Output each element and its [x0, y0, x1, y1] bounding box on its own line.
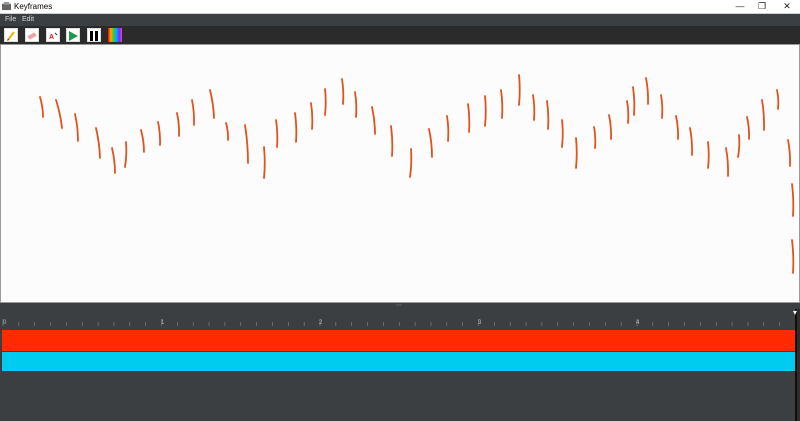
drawn-stroke — [341, 78, 345, 105]
drawn-stroke — [390, 125, 394, 157]
drawn-stroke — [409, 148, 413, 178]
eraser-icon — [27, 32, 37, 40]
ruler-label-4: 4 — [636, 320, 640, 326]
drawn-stroke — [761, 99, 765, 131]
eraser-tool-button[interactable] — [25, 28, 39, 42]
drawn-stroke — [275, 119, 279, 148]
drawn-stroke — [500, 89, 504, 119]
timeline-panel[interactable]: 0 1 2 3 4 ▾ — [0, 309, 800, 421]
toolbar: A — [0, 26, 800, 44]
drawn-stroke — [55, 99, 63, 129]
drawn-stroke — [446, 115, 450, 142]
splitter-grip-icon: ⋯ — [396, 303, 402, 309]
drawn-stroke — [324, 88, 327, 116]
window-title: Keyframes — [14, 2, 53, 11]
drawn-stroke — [645, 77, 649, 105]
drawn-stroke — [608, 114, 612, 140]
ruler-label-1: 1 — [161, 320, 165, 326]
timeline-scrollbar[interactable] — [797, 309, 800, 421]
pencil-tool-button[interactable] — [4, 28, 18, 42]
close-button[interactable]: ✕ — [783, 1, 791, 11]
app-icon — [2, 2, 11, 11]
drawn-stroke — [294, 112, 298, 143]
menu-file[interactable]: File — [5, 16, 17, 23]
drawn-stroke — [111, 147, 116, 174]
svg-text:A: A — [49, 34, 54, 41]
drawn-stroke — [787, 139, 791, 167]
ruler-label-2: 2 — [319, 320, 323, 326]
drawn-stroke — [428, 128, 433, 158]
color-palette-button[interactable] — [108, 28, 122, 42]
drawn-stroke — [225, 122, 229, 141]
drawn-stroke — [371, 106, 376, 135]
drawn-stroke — [140, 129, 145, 153]
drawn-stroke — [74, 113, 79, 142]
maximize-button[interactable]: ❐ — [757, 1, 767, 11]
drawn-stroke — [725, 147, 729, 177]
menu-edit[interactable]: Edit — [22, 16, 35, 23]
minimize-button[interactable]: — — [735, 1, 745, 11]
drawn-stroke — [737, 134, 741, 158]
timeline-track-cyan[interactable] — [2, 352, 795, 371]
drawn-stroke — [244, 124, 249, 164]
play-icon — [69, 31, 78, 41]
drawn-stroke — [532, 94, 536, 121]
drawn-stroke — [176, 112, 180, 137]
drawn-stroke — [675, 115, 679, 140]
title-bar: Keyframes — ❐ ✕ — [0, 0, 800, 14]
drawn-stroke — [707, 141, 710, 169]
drawn-stroke — [39, 96, 44, 118]
drawn-stroke — [791, 239, 795, 274]
drawn-stroke — [660, 94, 664, 119]
menu-bar: File Edit — [0, 14, 800, 26]
drawn-stroke — [209, 89, 215, 119]
drawn-stroke — [467, 103, 471, 133]
timeline-ruler[interactable]: 0 1 2 3 4 — [0, 311, 797, 329]
ruler-label-3: 3 — [478, 320, 482, 326]
color-palette-icon — [108, 28, 122, 42]
onion-skin-icon: A — [49, 32, 58, 41]
drawn-stroke — [124, 141, 128, 168]
drawn-stroke — [263, 146, 266, 179]
onion-skin-button[interactable]: A — [46, 28, 60, 42]
play-button[interactable] — [66, 28, 80, 42]
pause-icon — [90, 31, 98, 41]
drawn-stroke — [484, 95, 487, 127]
drawn-stroke — [546, 100, 550, 130]
drawn-stroke — [354, 91, 358, 118]
drawn-stroke — [746, 116, 750, 140]
drawn-stroke — [518, 74, 521, 106]
pause-button[interactable] — [87, 28, 101, 42]
drawn-stroke — [561, 119, 564, 148]
drawn-stroke — [632, 86, 636, 116]
drawn-stroke — [593, 126, 597, 149]
canvas-strokes — [39, 74, 795, 274]
ruler-label-0: 0 — [3, 320, 7, 326]
drawn-stroke — [689, 127, 693, 156]
drawn-stroke — [776, 89, 780, 110]
playhead[interactable] — [795, 309, 797, 421]
drawing-canvas[interactable] — [0, 44, 800, 303]
timeline-track-red[interactable] — [2, 330, 795, 351]
drawn-stroke — [191, 99, 195, 126]
playhead-cursor-icon: ▾ — [793, 308, 798, 317]
drawn-stroke — [157, 121, 161, 146]
pencil-icon — [7, 31, 15, 41]
panel-splitter[interactable]: ⋯ — [0, 303, 800, 309]
drawn-stroke — [575, 137, 578, 169]
drawn-stroke — [626, 100, 630, 124]
drawn-stroke — [95, 127, 101, 159]
drawn-stroke — [310, 102, 314, 130]
drawn-stroke — [791, 183, 795, 217]
